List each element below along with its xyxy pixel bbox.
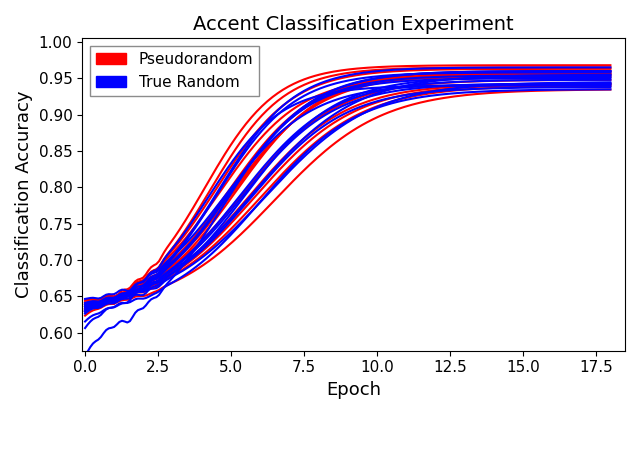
True Random xyxy=(179,251,187,256)
Pseudorandom xyxy=(81,300,89,305)
True Random xyxy=(607,68,614,74)
X-axis label: Epoch: Epoch xyxy=(326,381,381,399)
Y-axis label: Classification Accuracy: Classification Accuracy xyxy=(15,91,33,298)
True Random xyxy=(562,68,570,74)
Pseudorandom xyxy=(179,254,187,259)
Pseudorandom xyxy=(607,68,614,74)
Pseudorandom xyxy=(221,204,229,209)
Pseudorandom xyxy=(113,294,120,299)
True Random xyxy=(102,298,110,303)
True Random xyxy=(113,296,120,301)
Line: True Random: True Random xyxy=(85,71,611,307)
True Random xyxy=(580,68,588,74)
Pseudorandom xyxy=(562,68,570,74)
True Random xyxy=(81,305,89,310)
Line: Pseudorandom: Pseudorandom xyxy=(85,71,611,302)
Title: Accent Classification Experiment: Accent Classification Experiment xyxy=(193,15,514,34)
Pseudorandom xyxy=(102,296,110,302)
Pseudorandom xyxy=(580,68,588,74)
True Random xyxy=(221,197,229,202)
Legend: Pseudorandom, True Random: Pseudorandom, True Random xyxy=(90,46,259,96)
